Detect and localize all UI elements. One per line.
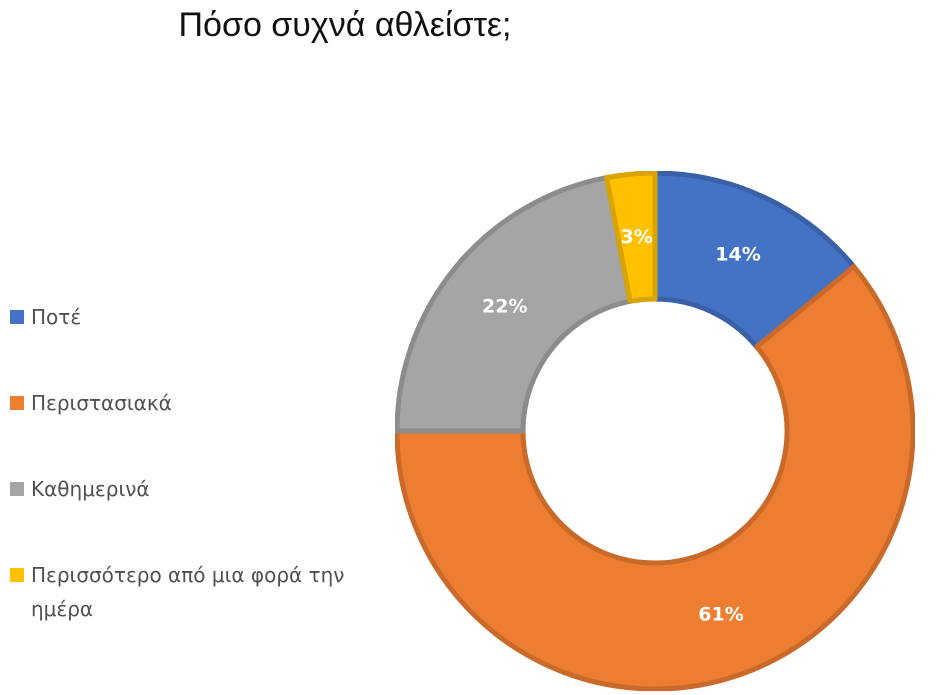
legend-label-never: Ποτέ: [31, 305, 82, 329]
legend-label-occasionally: Περιστασιακά: [31, 391, 172, 415]
donut-slice-daily: [395, 175, 633, 434]
legend-swatch-more-than-once-a-day: [10, 568, 24, 582]
legend-item-daily: Καθημερινά: [10, 472, 150, 506]
donut-slice-more-than-once-a-day: [604, 171, 658, 304]
legend-label-more-than-once-a-day: Περισσότερο από μια φορά την ημέρα: [31, 563, 345, 621]
slice-label-daily: 22%: [482, 296, 527, 318]
donut-slice-occasionally: [395, 264, 915, 691]
legend-item-occasionally: Περιστασιακά: [10, 386, 172, 420]
donut-slice-labels: 14% 61% 22% 3%: [482, 226, 761, 626]
donut-slices: [395, 171, 915, 691]
chart-title: Πόσο συχνά αθλείστε;: [178, 6, 512, 44]
legend-item-more-than-once-a-day: Περισσότερο από μια φορά την ημέρα: [10, 558, 361, 626]
legend-item-never: Ποτέ: [10, 300, 81, 334]
legend-label-daily: Καθημερινά: [31, 477, 150, 501]
legend-swatch-never: [10, 310, 24, 324]
donut-chart: 14% 61% 22% 3%: [395, 171, 915, 691]
slice-label-occasionally: 61%: [698, 603, 743, 625]
legend-swatch-occasionally: [10, 396, 24, 410]
slice-label-never: 14%: [715, 244, 760, 266]
legend-swatch-daily: [10, 482, 24, 496]
slice-label-more-than-once-a-day: 3%: [621, 226, 653, 248]
